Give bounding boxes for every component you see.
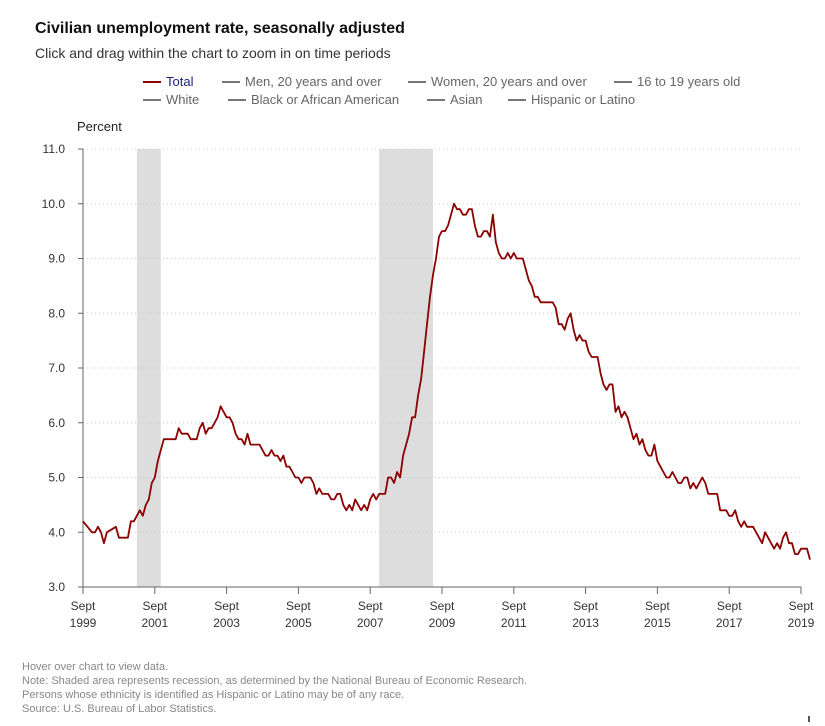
legend-line-icon (408, 80, 426, 83)
legend: Total Men, 20 years and over Women, 20 y… (0, 74, 825, 114)
legend-item-black[interactable]: Black or African American (228, 92, 399, 107)
legend-item-total[interactable]: Total (143, 74, 193, 89)
y-tick-label: 10.0 (42, 197, 66, 211)
footnote-recession: Note: Shaded area represents recession, … (22, 675, 528, 687)
legend-item-teens[interactable]: 16 to 19 years old (614, 74, 740, 89)
legend-line-icon (228, 98, 246, 101)
x-tick-label-month: Sept (789, 599, 814, 613)
x-tick-label-month: Sept (358, 599, 383, 613)
series-line-total (82, 202, 811, 560)
x-tick-label-year: 1999 (70, 616, 97, 630)
x-tick-label-month: Sept (214, 599, 239, 613)
legend-line-icon (614, 80, 632, 83)
y-axis-label: Percent (77, 119, 122, 134)
legend-line-icon (427, 98, 445, 101)
x-tick-label-year: 2001 (141, 616, 168, 630)
x-tick-label-month: Sept (645, 599, 670, 613)
recession-band (379, 149, 434, 587)
footnote-hover: Hover over chart to view data. (22, 661, 169, 673)
legend-label: Men, 20 years and over (245, 74, 382, 89)
legend-line-icon (222, 80, 240, 83)
legend-item-women[interactable]: Women, 20 years and over (408, 74, 587, 89)
chart-subtitle: Click and drag within the chart to zoom … (35, 45, 391, 61)
x-tick-label-year: 2013 (572, 616, 599, 630)
y-tick-label: 9.0 (48, 252, 65, 266)
x-tick-label-month: Sept (71, 599, 96, 613)
legend-label: White (166, 92, 200, 107)
y-tick-label: 5.0 (48, 471, 65, 485)
legend-label: Women, 20 years and over (431, 74, 587, 89)
legend-line-icon (143, 80, 161, 83)
y-tick-label: 7.0 (48, 361, 65, 375)
legend-label: Asian (450, 92, 483, 107)
legend-label: Black or African American (251, 92, 400, 107)
x-tick-label-year: 2019 (788, 616, 815, 630)
legend-item-white[interactable]: White (143, 92, 199, 107)
legend-item-hispanic[interactable]: Hispanic or Latino (508, 92, 635, 107)
x-tick-label-month: Sept (286, 599, 311, 613)
legend-item-men[interactable]: Men, 20 years and over (222, 74, 382, 89)
y-tick-label: 6.0 (48, 416, 65, 430)
legend-label: 16 to 19 years old (637, 74, 741, 89)
y-tick-label: 3.0 (48, 580, 65, 594)
legend-line-icon (143, 98, 161, 101)
chart-area[interactable]: Percent 3.0 4.0 5.0 6.0 7.0 8.0 9.0 10.0 11.0 Sept… (0, 0, 825, 650)
legend-label: Hispanic or Latino (531, 92, 636, 107)
x-tick-label-month: Sept (430, 599, 455, 613)
legend-item-asian[interactable]: Asian (427, 92, 483, 107)
x-tick-label-year: 2007 (357, 616, 384, 630)
y-tick-label: 4.0 (48, 525, 65, 539)
x-tick-label-year: 2003 (213, 616, 240, 630)
legend-line-icon (508, 98, 526, 101)
x-tick-label-year: 2017 (716, 616, 743, 630)
x-tick-label-year: 2005 (285, 616, 312, 630)
footnote-ethnicity: Persons whose ethnicity is identified as… (22, 689, 405, 701)
x-tick-label-month: Sept (717, 599, 742, 613)
x-tick-label-year: 2009 (429, 616, 456, 630)
x-tick-label-year: 2015 (644, 616, 671, 630)
x-tick-label-month: Sept (573, 599, 598, 613)
legend-label: Total (166, 74, 194, 89)
y-tick-label: 11.0 (43, 142, 66, 156)
footnote-source: Source: U.S. Bureau of Labor Statistics. (22, 703, 217, 715)
resize-handle (808, 716, 810, 722)
x-tick-label-month: Sept (142, 599, 167, 613)
chart-title: Civilian unemployment rate, seasonally a… (35, 20, 405, 37)
x-tick-label-month: Sept (501, 599, 526, 613)
footnotes: Hover over chart to view data. Note: Sha… (22, 660, 527, 716)
x-tick-label-year: 2011 (501, 616, 527, 630)
recession-band (136, 149, 161, 587)
y-tick-label: 8.0 (48, 306, 65, 320)
